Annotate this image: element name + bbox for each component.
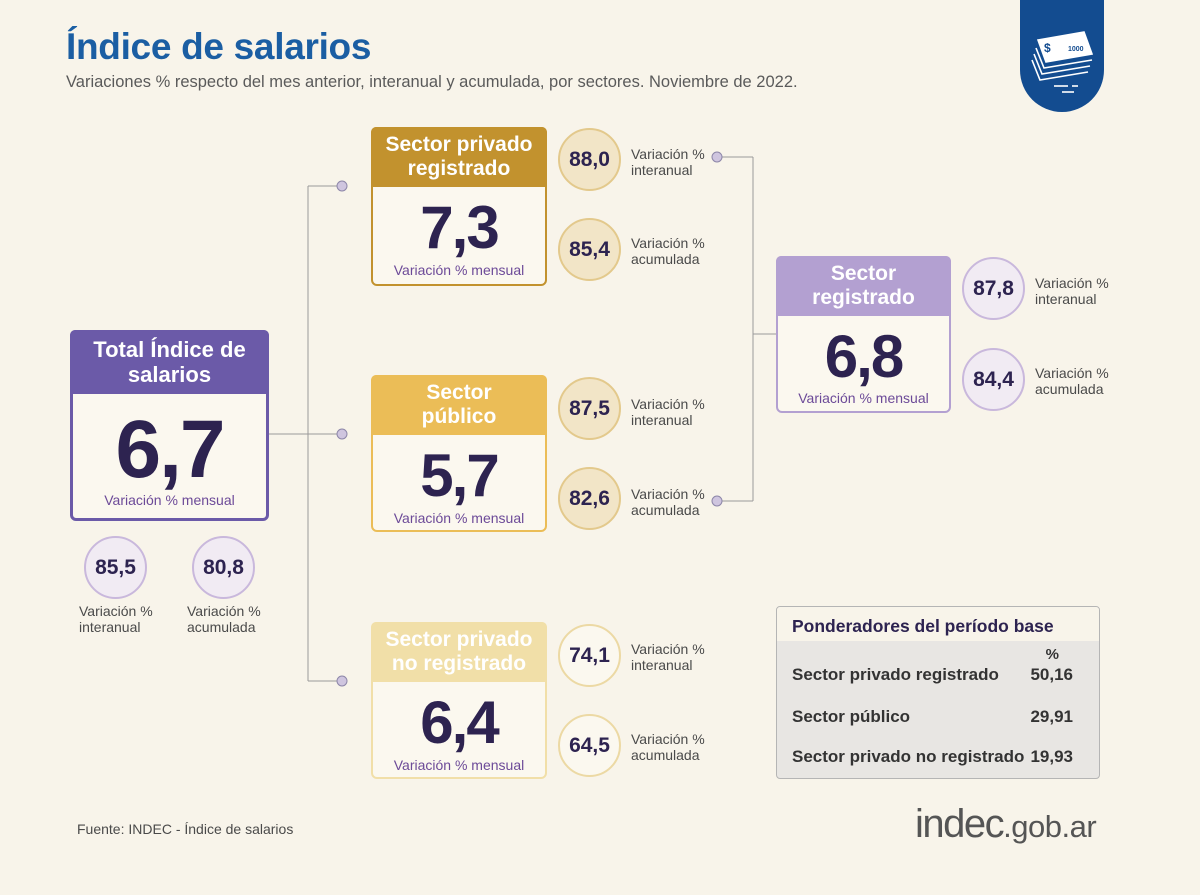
publico-card: Sector público 5,7 Variación % mensual — [371, 375, 547, 532]
svg-text:1000: 1000 — [1068, 46, 1084, 53]
privado-registrado-interanual-circle: 88,0 — [558, 128, 621, 191]
privado-registrado-acumulada-circle: 85,4 — [558, 218, 621, 281]
table-row: Sector privado registrado 50,16 — [777, 665, 1099, 705]
total-card: Total Índice de salarios 6,7 Variación %… — [70, 330, 269, 521]
publico-acumulada-circle: 82,6 — [558, 467, 621, 530]
indec-logo: indec.gob.ar — [915, 802, 1097, 847]
row-value: 50,16 — [1030, 665, 1073, 684]
sector-registrado-acumulada-circle: 84,4 — [962, 348, 1025, 411]
privado-no-registrado-header: Sector privado no registrado — [371, 622, 547, 682]
privado-registrado-monthly-caption: Variación % mensual — [393, 262, 525, 278]
row-name: Sector privado no registrado — [792, 747, 1025, 766]
connector-dot — [336, 675, 348, 687]
privado-registrado-card: Sector privado registrado 7,3 Variación … — [371, 127, 547, 286]
connector-dot — [711, 151, 723, 163]
total-card-header: Total Índice de salarios — [70, 330, 269, 394]
privado-no-registrado-interanual-label: Variación % interanual — [631, 641, 705, 673]
logo-suffix: .gob.ar — [1003, 809, 1097, 844]
privado-registrado-acumulada-label: Variación % acumulada — [631, 235, 705, 267]
ponderadores-title: Ponderadores del período base — [777, 607, 1099, 641]
row-name: Sector público — [792, 707, 911, 726]
sector-registrado-acumulada-label: Variación % acumulada — [1035, 365, 1109, 397]
privado-no-registrado-acumulada-label: Variación % acumulada — [631, 731, 705, 763]
total-monthly-caption: Variación % mensual — [104, 492, 235, 508]
privado-registrado-interanual-label: Variación % interanual — [631, 146, 705, 178]
privado-registrado-monthly-value: 7,3 — [420, 194, 499, 261]
connector-dot — [711, 495, 723, 507]
publico-header: Sector público — [371, 375, 547, 435]
publico-interanual-label: Variación % interanual — [631, 396, 705, 428]
publico-monthly-caption: Variación % mensual — [393, 510, 525, 526]
publico-monthly-value: 5,7 — [420, 442, 499, 509]
connector-dot — [336, 428, 348, 440]
total-interanual-label: Variación % interanual — [79, 603, 153, 635]
total-acumulada-label: Variación % acumulada — [187, 603, 261, 635]
logo-main: indec — [915, 802, 1005, 846]
connector-dot — [336, 180, 348, 192]
sector-registrado-monthly-caption: Variación % mensual — [798, 390, 929, 406]
ponderadores-table: Ponderadores del período base % Sector p… — [776, 606, 1100, 779]
table-row: Sector privado no registrado 19,93 — [777, 747, 1099, 778]
page-subtitle: Variaciones % respecto del mes anterior,… — [66, 73, 798, 91]
privado-no-registrado-interanual-circle: 74,1 — [558, 624, 621, 687]
row-value: 19,93 — [1030, 747, 1073, 766]
total-acumulada-circle: 80,8 — [192, 536, 255, 599]
total-interanual-circle: 85,5 — [84, 536, 147, 599]
page-title: Índice de salarios — [66, 26, 372, 67]
publico-interanual-circle: 87,5 — [558, 377, 621, 440]
sector-registrado-interanual-label: Variación % interanual — [1035, 275, 1109, 307]
privado-no-registrado-monthly-caption: Variación % mensual — [393, 757, 525, 773]
row-name: Sector privado registrado — [792, 665, 999, 684]
row-value: 29,91 — [1030, 707, 1073, 726]
privado-no-registrado-card: Sector privado no registrado 6,4 Variaci… — [371, 622, 547, 779]
money-stack-icon: $ 1000 — [1031, 31, 1094, 93]
privado-no-registrado-acumulada-circle: 64,5 — [558, 714, 621, 777]
svg-text:$: $ — [1044, 41, 1051, 55]
sector-registrado-card: Sector registrado 6,8 Variación % mensua… — [776, 256, 951, 413]
sector-registrado-monthly-value: 6,8 — [824, 323, 904, 390]
privado-registrado-header: Sector privado registrado — [371, 127, 547, 187]
publico-acumulada-label: Variación % acumulada — [631, 486, 705, 518]
ponderadores-unit: % — [1045, 646, 1059, 663]
sector-registrado-interanual-circle: 87,8 — [962, 257, 1025, 320]
sector-registrado-header: Sector registrado — [776, 256, 951, 316]
total-monthly-value: 6,7 — [115, 404, 226, 495]
privado-no-registrado-monthly-value: 6,4 — [420, 689, 499, 756]
money-badge: $ 1000 — [1020, 0, 1104, 112]
source-note: Fuente: INDEC - Índice de salarios — [77, 821, 294, 837]
table-row: Sector público 29,91 — [777, 707, 1099, 747]
